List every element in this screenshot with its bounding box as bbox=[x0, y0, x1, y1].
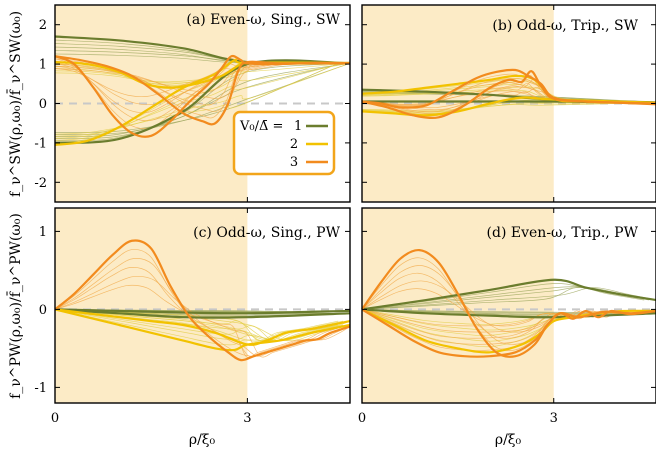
legend-label-2: 2 bbox=[290, 137, 298, 152]
panel-a-series-6 bbox=[54, 55, 351, 126]
panel-a-ytick-label: 0 bbox=[39, 97, 47, 112]
panel-a-thin-curve bbox=[54, 62, 343, 114]
panel-d-thin-curve bbox=[361, 309, 645, 314]
thin-curves bbox=[54, 39, 656, 358]
panel-c-series-1 bbox=[54, 308, 351, 315]
panel-d-series-1 bbox=[361, 278, 656, 311]
x-axis-label-left: ρ/ξ₀ bbox=[189, 432, 216, 448]
panel-a-ytick-label: 1 bbox=[39, 58, 47, 73]
panel-a-title: (a) Even-ω, Sing., SW bbox=[186, 12, 340, 28]
legend-box bbox=[232, 110, 336, 176]
panel-d-thin-curve bbox=[361, 309, 645, 327]
panel-d-frame bbox=[361, 207, 656, 404]
panel-a-thin-curve bbox=[54, 62, 344, 139]
panel-d-series-5 bbox=[361, 308, 656, 358]
panel-a-ytick-label: -1 bbox=[34, 136, 47, 151]
panel-c-thin-curve bbox=[54, 309, 351, 341]
y-axis-label-bottom: f_ν^PW(ρ,ω₀)/f̄_ν^PW(ω₀) bbox=[6, 213, 24, 399]
x-axis-label-right: ρ/ξ₀ bbox=[495, 432, 522, 448]
panel-c-series-3 bbox=[54, 308, 351, 346]
legend-label-1: 1 bbox=[294, 119, 302, 134]
panel-d-xtick-label: 3 bbox=[550, 411, 558, 426]
panel-d-series-2 bbox=[361, 308, 656, 319]
axis-ticks: -2 -1 0 1 2 -1 0 1 0 3 0 3 bbox=[34, 5, 656, 426]
panel-c-shade bbox=[55, 208, 248, 403]
y-axis-label-top: f_ν^SW(ρ,ω₀)/f̄_ν^SW(ω₀) bbox=[6, 11, 24, 197]
panel-c-ytick-label: 0 bbox=[39, 303, 47, 318]
panel-d-thin-curve bbox=[361, 280, 656, 333]
panel-d-thin-curve bbox=[361, 287, 645, 310]
panel-b-title: (b) Odd-ω, Trip., SW bbox=[492, 18, 638, 34]
panel-a-series-2 bbox=[54, 59, 351, 144]
panel-a-thin-curve bbox=[54, 60, 351, 122]
legend-label-3: 3 bbox=[290, 155, 298, 170]
panel-a-series-5 bbox=[54, 54, 351, 138]
panel-c-series-4 bbox=[54, 308, 351, 352]
panel-a-thin-curve bbox=[54, 62, 344, 138]
panel-c-title: (c) Odd-ω, Sing., PW bbox=[193, 225, 340, 241]
panel-a-ytick-label: -2 bbox=[34, 176, 47, 191]
series-curves bbox=[54, 35, 656, 362]
panel-a-thin-curve bbox=[54, 62, 339, 98]
panel-a-thin-curve bbox=[54, 61, 339, 83]
panel-a-thin-curve bbox=[54, 62, 351, 100]
panel-c-frame bbox=[54, 207, 351, 404]
panel-c-xtick-label: 3 bbox=[243, 411, 251, 426]
panel-c-ytick-label: 1 bbox=[39, 225, 47, 240]
panel-b-series-6 bbox=[361, 68, 656, 109]
panel-c-series-5 bbox=[54, 239, 351, 362]
legend: V₀/Δ̄ = 1 2 3 bbox=[232, 110, 336, 176]
panel-d-title: (d) Even-ω, Trip., PW bbox=[487, 225, 639, 241]
panel-d-xtick-label: 0 bbox=[358, 411, 366, 426]
panel-c-series-2 bbox=[54, 308, 351, 319]
panel-a-thin-curve bbox=[54, 62, 339, 93]
panel-a-thin-curve bbox=[54, 62, 343, 106]
panel-c-thin-curve bbox=[54, 284, 339, 358]
panel-a-ytick-label: 2 bbox=[39, 18, 47, 33]
panel-d-series-4 bbox=[361, 248, 656, 358]
panel-d-thin-curve bbox=[361, 309, 649, 339]
panel-c-ytick-label: -1 bbox=[34, 381, 47, 396]
legend-prefix: V₀/Δ̄ = bbox=[239, 119, 283, 134]
panel-c-xtick-label: 0 bbox=[51, 411, 59, 426]
panel-a-thin-curve bbox=[54, 62, 351, 106]
